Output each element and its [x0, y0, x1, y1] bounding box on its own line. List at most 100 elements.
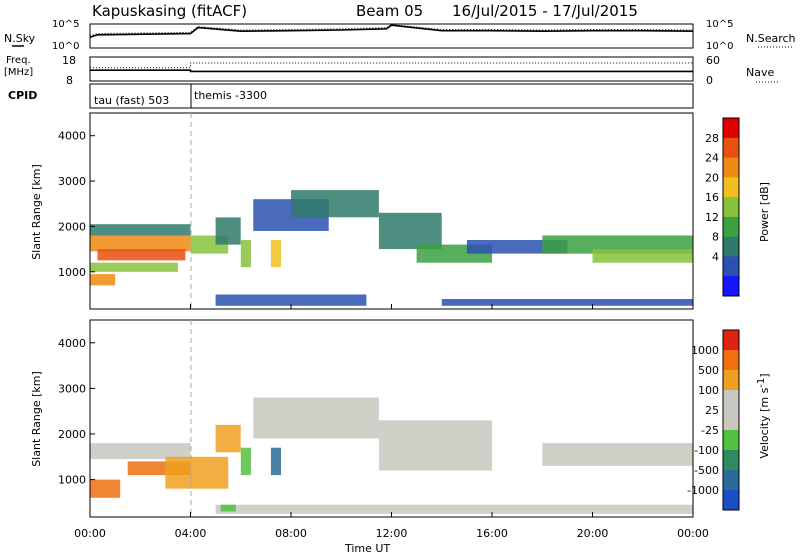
vel-cbar-tick: 25	[705, 404, 719, 417]
velocity-heatmap	[90, 397, 694, 514]
vel-cbar-swatch	[723, 490, 739, 511]
power-colorbar-label: Power [dB]	[758, 182, 771, 242]
vel-yticks-label: 4000	[58, 337, 86, 350]
vel-cells-cell	[90, 479, 121, 498]
power-cells-cell	[240, 240, 251, 268]
x-tick-label: 16:00	[476, 527, 508, 540]
noise-search-line	[89, 23, 694, 37]
noise-left-label: N.Sky	[4, 32, 36, 45]
velocity-colorbar: 1000 500 100 25 -25 -100 -500 -1000	[687, 329, 740, 511]
power-cells-cell	[542, 235, 694, 254]
noise-left-tick-bottom: 10^0	[52, 41, 79, 52]
power-cbar-swatch	[723, 256, 739, 277]
power-ylabel: Slant Range [km]	[30, 164, 43, 260]
cpid-label: CPID	[8, 89, 37, 102]
power-cbar-swatch	[723, 216, 739, 238]
vel-cbar-swatch	[723, 450, 739, 471]
velocity-colorbar-label-sup: -1	[756, 378, 767, 388]
vel-cbar-swatch	[723, 390, 739, 411]
power-cbar-frame	[722, 117, 740, 297]
velocity-y-ticks: 4000 3000 2000 1000	[58, 337, 95, 487]
noise-right-tick-bottom: 10^0	[706, 41, 733, 52]
noise-right-tick-top: 10^5	[706, 19, 733, 30]
vel-cells-cell	[215, 424, 241, 453]
vel-cbar-swatch	[723, 470, 739, 491]
power-cells-cell	[90, 224, 191, 236]
vel-yticks-label: 2000	[58, 428, 86, 441]
freq-left-label-2: [MHz]	[4, 67, 33, 78]
vel-yticks-label: 1000	[58, 474, 86, 487]
x-tick-label: 00:00	[74, 527, 106, 540]
power-cbar-swatch	[723, 236, 739, 257]
power-heatmap	[90, 190, 694, 306]
power-cells-cell	[90, 235, 191, 252]
station-title: Kapuskasing (fitACF)	[92, 2, 247, 20]
vel-cbar-swatch	[723, 430, 739, 451]
nave-label: Nave	[746, 66, 774, 79]
cpid-segment-2: themis -3300	[194, 89, 267, 102]
vel-cells-cell	[240, 447, 251, 476]
freq-left-tick-bottom: 8	[66, 74, 73, 87]
power-cbar-tick: 28	[705, 132, 719, 145]
power-cells-cell	[441, 299, 694, 306]
velocity-ylabel: Slant Range [km]	[30, 371, 43, 467]
vel-yticks-label: 3000	[58, 382, 86, 395]
power-cbar-swatch	[723, 118, 739, 139]
vel-cbar-swatch	[723, 370, 739, 391]
vel-cbar-tick: 500	[698, 364, 719, 377]
power-cells-cell	[97, 249, 186, 261]
power-cells-cell	[378, 212, 442, 250]
power-cbar-tick: 12	[705, 211, 719, 224]
power-cbar-tick: 16	[705, 191, 719, 204]
x-tick-label: 20:00	[577, 527, 609, 540]
power-cbar-swatch	[723, 197, 739, 218]
freq-panel-frame	[89, 56, 694, 82]
power-yticks-label: 1000	[58, 266, 86, 279]
freq-left-tick-top: 18	[62, 54, 76, 67]
velocity-colorbar-label: Velocity [m s-1]	[756, 373, 771, 458]
vel-cbar-swatch	[723, 330, 739, 351]
cpid-panel-frame	[89, 83, 694, 109]
power-cbar-tick: 4	[712, 250, 719, 263]
vel-cbar-tick: -500	[694, 464, 719, 477]
power-cbar-swatch	[723, 157, 739, 178]
freq-left-label-1: Freq.	[6, 55, 31, 66]
vel-cells-cell	[215, 504, 693, 514]
power-cells-cell	[291, 190, 379, 218]
power-cbar-swatch	[723, 276, 739, 297]
power-cbar-tick: 8	[712, 231, 719, 244]
vel-cbar-swatch	[723, 350, 739, 371]
noise-panel-frame	[89, 23, 694, 49]
vel-cbar-swatch	[723, 410, 739, 431]
beam-title: Beam 05	[356, 2, 423, 20]
x-tick-label: 08:00	[275, 527, 307, 540]
velocity-colorbar-label-close: ]	[758, 373, 771, 377]
x-tick-label: 12:00	[376, 527, 408, 540]
power-colorbar: 28 24 20 16 12 8 4	[705, 117, 740, 297]
noise-left-tick-top: 10^5	[52, 19, 79, 30]
freq-right-tick-top: 60	[706, 54, 720, 67]
power-panel-frame	[89, 112, 694, 310]
vel-cbar-tick: 1000	[691, 344, 719, 357]
power-cells-cell	[592, 249, 693, 263]
nave-line	[90, 62, 693, 69]
vel-cells-cell	[378, 420, 492, 471]
power-cells-cell	[90, 262, 178, 272]
vel-cbar-frame	[722, 329, 740, 511]
power-y-ticks: 4000 3000 2000 1000	[58, 130, 95, 279]
vel-cells-cell	[220, 504, 236, 512]
vel-cells-cell	[165, 456, 229, 489]
power-cells-cell	[215, 217, 241, 245]
power-cbar-swatch	[723, 177, 739, 198]
vel-cells-cell	[542, 443, 694, 466]
vel-cells-cell	[253, 397, 379, 439]
vel-cbar-tick: -25	[701, 424, 719, 437]
date-range-title: 16/Jul/2015 - 17/Jul/2015	[452, 2, 638, 20]
vel-cbar-tick: -100	[694, 444, 719, 457]
vel-cbar-tick: 100	[698, 384, 719, 397]
power-cbar-tick: 20	[705, 171, 719, 184]
freq-right-tick-bottom: 0	[706, 74, 713, 87]
x-axis-label: Time UT	[344, 542, 390, 554]
power-cbar-swatch	[723, 137, 739, 159]
